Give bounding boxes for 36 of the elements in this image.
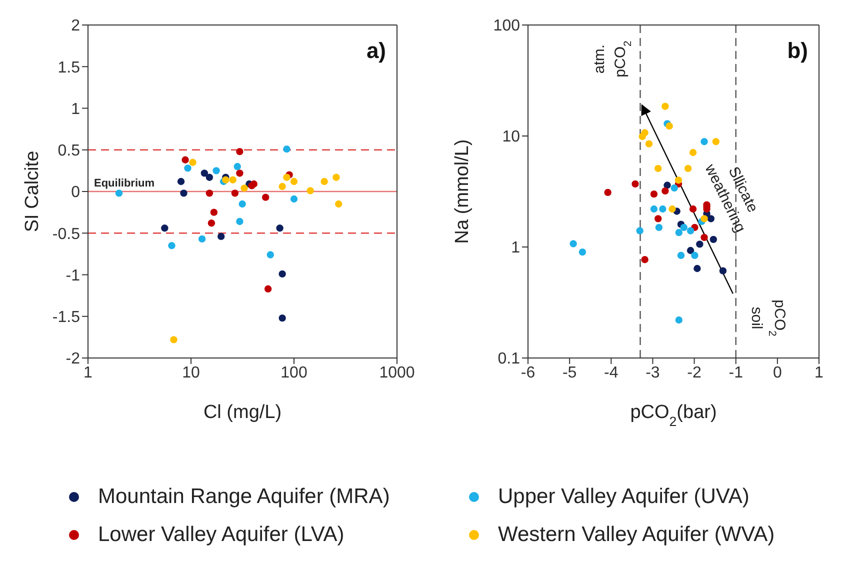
y-axis-title: Na (mmol/L) — [452, 139, 473, 244]
y-tick-label: -1.5 — [52, 309, 80, 326]
x-tick-label: 100 — [280, 364, 308, 382]
y-tick-label: 10 — [502, 128, 520, 146]
legend-label: Lower Valley Aquifer (LVA) — [98, 523, 344, 547]
x-tick-label: 1000 — [379, 364, 415, 382]
y-tick-label: 0 — [71, 184, 80, 202]
x-tick-label: 1 — [814, 364, 824, 382]
x-tick-label: 1 — [84, 364, 93, 382]
y-tick-label: 100 — [493, 18, 520, 35]
x-tick-label: -1 — [728, 364, 744, 382]
annotation: b) — [787, 38, 808, 64]
x-axis-title: Cl (mg/L) — [203, 402, 282, 423]
x-tick-label: 10 — [182, 364, 200, 382]
x-tick-label: -4 — [604, 364, 618, 382]
y-tick-label: 1 — [71, 100, 80, 118]
y-tick-label: 0.5 — [58, 142, 80, 160]
y-axis-title: SI Calcite — [22, 150, 43, 232]
ref-line-label: Equilibrium — [94, 178, 155, 190]
y-tick-label: 0.1 — [498, 350, 520, 368]
y-tick-label: 2 — [71, 18, 80, 35]
legend-label: Upper Valley Aquifer (UVA) — [498, 485, 750, 509]
y-tick-label: 1.5 — [58, 59, 80, 76]
x-tick-label: -3 — [646, 364, 660, 382]
legend-label: Western Valley Aquifer (WVA) — [498, 523, 775, 547]
annotation: a) — [366, 38, 386, 64]
x-tick-label: 0 — [772, 364, 782, 382]
x-tick-label: -2 — [687, 364, 702, 382]
y-tick-label: -0.5 — [52, 226, 80, 243]
legend-label: Mountain Range Aquifer (MRA) — [98, 485, 390, 509]
y-tick-label: -2 — [66, 350, 80, 368]
x-tick-label: -5 — [562, 364, 577, 382]
y-tick-label: -1 — [66, 267, 80, 284]
x-tick-label: -6 — [520, 364, 536, 382]
y-tick-label: 1 — [511, 240, 520, 257]
x-axis-title: pCO$_{2}$(bar) — [630, 402, 717, 428]
